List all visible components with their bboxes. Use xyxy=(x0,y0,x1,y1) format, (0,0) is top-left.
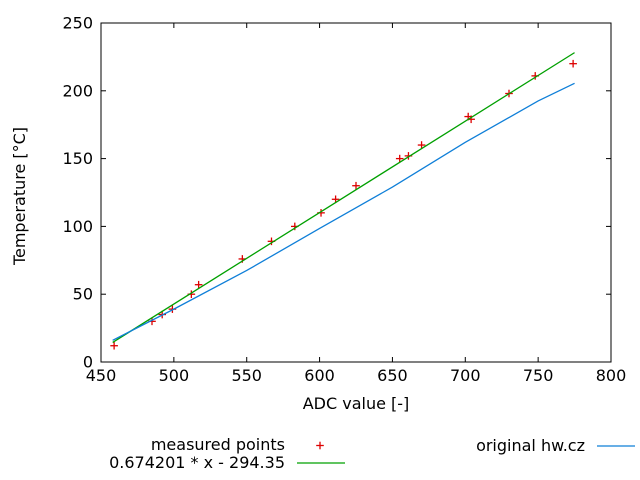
y-tick-label: 50 xyxy=(73,285,93,304)
chart-generated-layer: 450 500 550 600 650 700 750 800 0 50 100 150 200 250 xyxy=(62,14,626,386)
legend-label-measured-points: measured points xyxy=(151,435,285,454)
x-tick-label: 700 xyxy=(450,366,481,385)
plot-border xyxy=(100,22,612,363)
x-tick-label: 550 xyxy=(231,366,262,385)
x-axis-title: ADC value [-] xyxy=(303,394,410,413)
y-tick-label: 250 xyxy=(62,14,93,33)
x-tick-label: 750 xyxy=(523,366,554,385)
y-tick-label: 200 xyxy=(62,81,93,100)
y-tick-label: 150 xyxy=(62,149,93,168)
legend-label-original-hwcz: original hw.cz xyxy=(476,436,585,455)
x-tick-label: 500 xyxy=(159,366,190,385)
x-tick-label: 600 xyxy=(304,366,335,385)
x-tick-label: 450 xyxy=(86,366,117,385)
y-tick-label: 100 xyxy=(62,217,93,236)
y-tick-label: 0 xyxy=(83,353,93,372)
legend-label-fit-equation: 0.674201 * x - 294.35 xyxy=(109,453,285,472)
original-hwcz-line xyxy=(112,82,575,341)
x-tick-label: 650 xyxy=(377,366,408,385)
legend-markers-layer xyxy=(297,441,635,464)
x-tick-label: 800 xyxy=(596,366,627,385)
y-axis-title: Temperature [°C] xyxy=(10,127,29,266)
fit-line xyxy=(112,52,575,343)
